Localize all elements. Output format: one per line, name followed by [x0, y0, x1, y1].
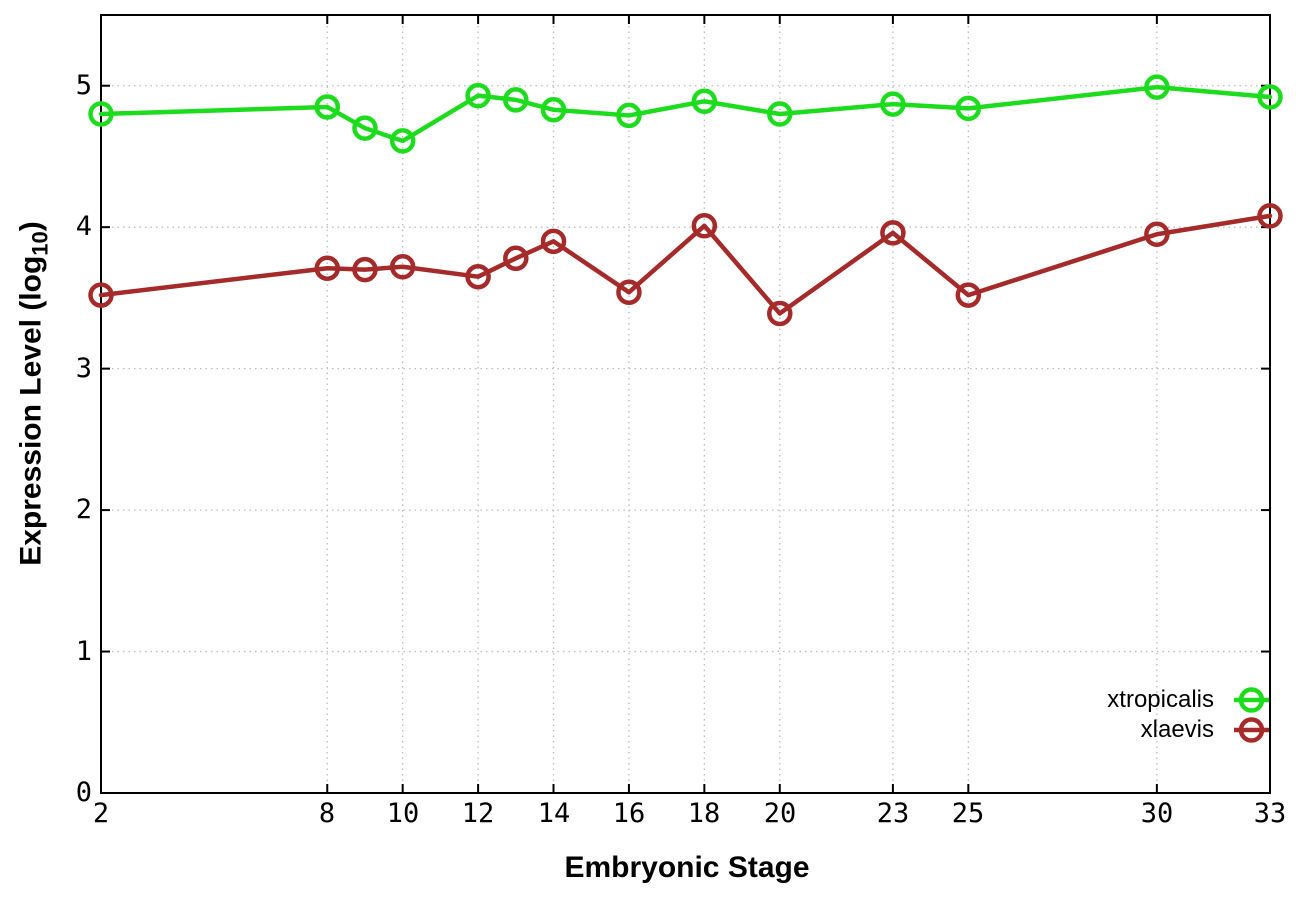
marker-xlaevis — [352, 256, 378, 283]
marker-xtropicalis — [691, 88, 718, 115]
marker-xtropicalis — [314, 94, 341, 120]
legend-sample-xtropicalis — [1234, 687, 1269, 713]
y-axis-title-close: ) — [14, 221, 48, 232]
x-tick-label: 12 — [461, 798, 495, 829]
marker-xtropicalis — [880, 91, 906, 117]
marker-xlaevis — [955, 282, 982, 308]
marker-xtropicalis — [503, 87, 529, 113]
x-tick-label: 30 — [1140, 798, 1174, 829]
marker-xtropicalis — [88, 101, 114, 127]
marker-xlaevis — [88, 282, 114, 308]
series-xtropicalis — [88, 74, 1283, 154]
marker-xtropicalis — [352, 115, 378, 141]
marker-xlaevis — [1257, 203, 1283, 229]
x-axis-title: Embryonic Stage — [564, 851, 810, 884]
y-axis-title-main: Expression Level (log — [14, 255, 48, 566]
marker-xlaevis — [503, 245, 529, 272]
y-axis-title: Expression Level (log10) — [14, 94, 59, 694]
marker-xlaevis — [540, 228, 567, 255]
series-line-xtropicalis — [98, 84, 1273, 144]
x-tick-label: 2 — [92, 798, 110, 829]
legend-label-xlaevis: xlaevis — [1140, 716, 1214, 743]
series-line-xlaevis — [98, 213, 1273, 316]
x-tick-label: 33 — [1253, 798, 1287, 829]
marker-xtropicalis — [389, 128, 416, 154]
legend-marker-xlaevis — [1238, 717, 1265, 743]
marker-xlaevis — [465, 263, 491, 290]
marker-xlaevis — [880, 220, 906, 246]
marker-xlaevis — [314, 255, 341, 281]
x-tick-label: 20 — [763, 798, 797, 829]
y-tick-label: 3 — [75, 353, 92, 384]
y-tick-label: 2 — [75, 494, 92, 525]
y-tick-label: 1 — [75, 636, 92, 667]
tick-marks — [100, 15, 1271, 794]
plot-border — [100, 14, 1271, 794]
series-xlaevis — [88, 203, 1283, 327]
marker-xtropicalis — [1144, 74, 1170, 100]
marker-xtropicalis — [540, 97, 567, 123]
marker-xlaevis — [691, 213, 718, 239]
marker-xlaevis — [389, 254, 416, 280]
x-tick-label: 14 — [537, 798, 571, 829]
y-tick-label: 0 — [75, 777, 92, 808]
marker-xtropicalis — [465, 82, 491, 109]
x-tick-label: 8 — [318, 798, 336, 829]
x-tick-label: 23 — [876, 798, 910, 829]
y-tick-label: 5 — [75, 70, 92, 101]
marker-xlaevis — [616, 279, 642, 306]
legend-label-xtropicalis: xtropicalis — [1107, 686, 1214, 713]
marker-xtropicalis — [1257, 84, 1283, 110]
marker-xtropicalis — [955, 95, 982, 122]
legend-sample-xlaevis — [1234, 717, 1269, 743]
y-tick-label: 4 — [75, 211, 92, 242]
marker-xlaevis — [767, 300, 793, 327]
x-tick-label: 25 — [951, 798, 985, 829]
marker-xlaevis — [1144, 221, 1170, 248]
x-tick-label: 16 — [612, 798, 646, 829]
legend-marker-xtropicalis — [1238, 687, 1265, 713]
x-tick-label: 10 — [386, 798, 420, 829]
y-axis-title-subscript: 10 — [27, 231, 53, 256]
marker-xtropicalis — [767, 101, 793, 127]
x-tick-label: 18 — [687, 798, 721, 829]
gridlines — [101, 15, 1270, 793]
marker-xtropicalis — [616, 102, 642, 129]
